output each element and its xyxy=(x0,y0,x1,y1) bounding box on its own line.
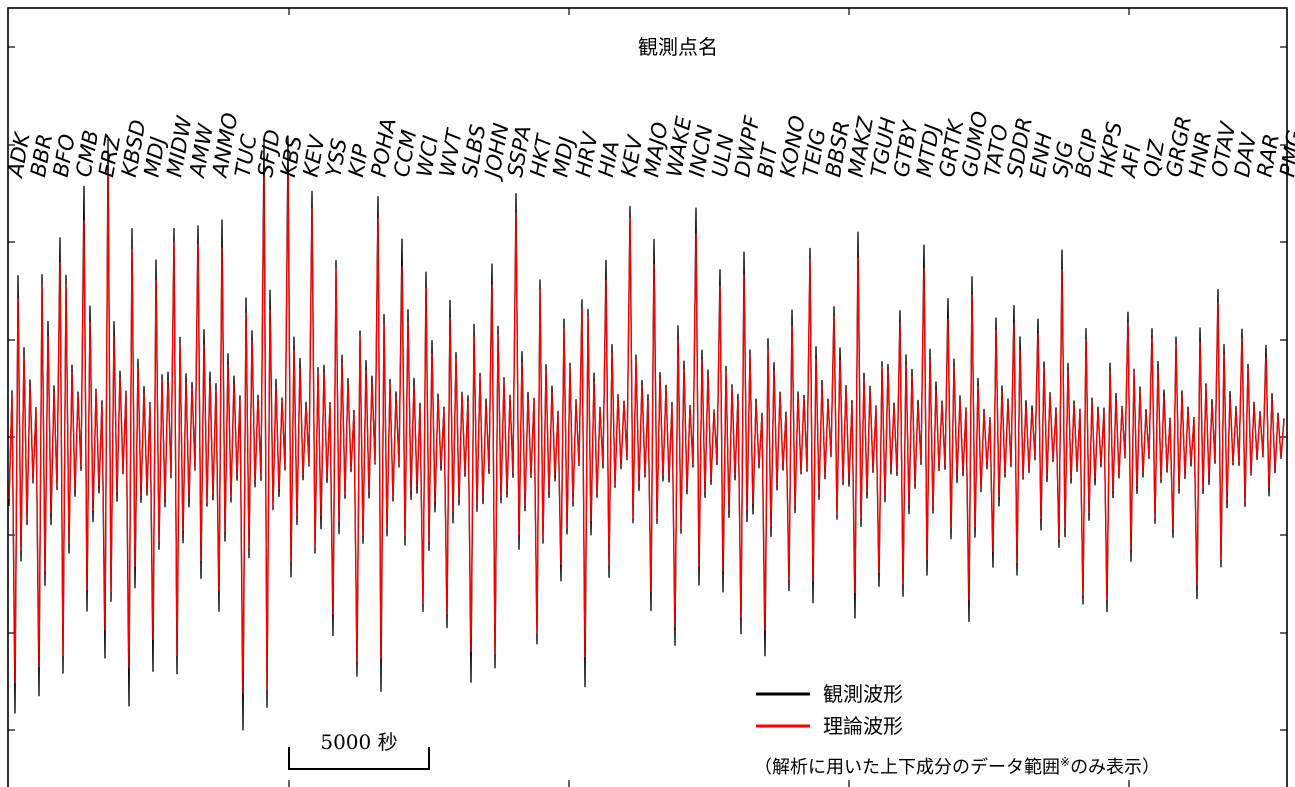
scale-bar-line xyxy=(288,747,430,770)
scale-bar: 5000 秒 xyxy=(288,730,430,770)
chart-title: 観測点名 xyxy=(638,35,718,59)
waveforms xyxy=(8,136,1285,731)
legend-synthetic-label: 理論波形 xyxy=(823,714,903,738)
station-labels: ADKBBRBFOCMBERZKBSDMDJMIDWAMWANMOTUCSFJD… xyxy=(3,109,1295,182)
legend-observed-label: 観測波形 xyxy=(823,682,903,706)
synthetic-waveform xyxy=(8,170,1285,694)
legend-note: （解析に用いた上下成分のデータ範囲※のみ表示） xyxy=(754,755,1160,778)
station-label: KIP xyxy=(344,142,373,179)
scale-bar-label: 5000 秒 xyxy=(320,730,397,754)
plot-frame xyxy=(7,7,1288,787)
station-label: AFI xyxy=(1116,143,1146,181)
legend: 観測波形 理論波形 （解析に用いた上下成分のデータ範囲※のみ表示） xyxy=(754,682,1160,778)
